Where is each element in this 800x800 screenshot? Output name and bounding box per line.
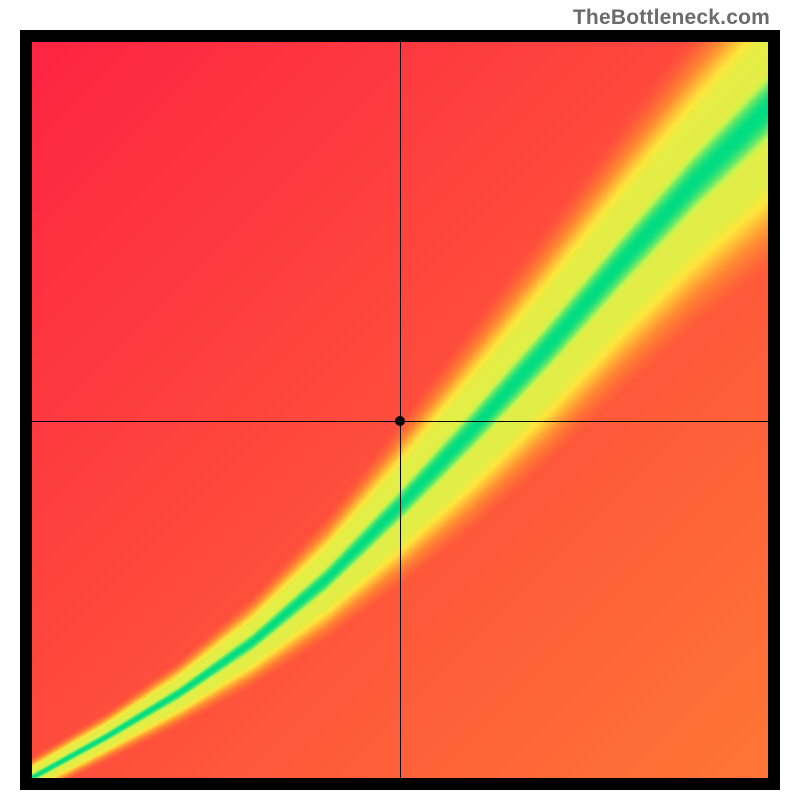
- watermark-text: TheBottleneck.com: [573, 6, 770, 30]
- plot-area: [32, 42, 768, 778]
- crosshair-vertical: [400, 42, 401, 778]
- plot-frame: [20, 30, 780, 790]
- crosshair-marker: [395, 416, 405, 426]
- chart-container: TheBottleneck.com: [0, 0, 800, 800]
